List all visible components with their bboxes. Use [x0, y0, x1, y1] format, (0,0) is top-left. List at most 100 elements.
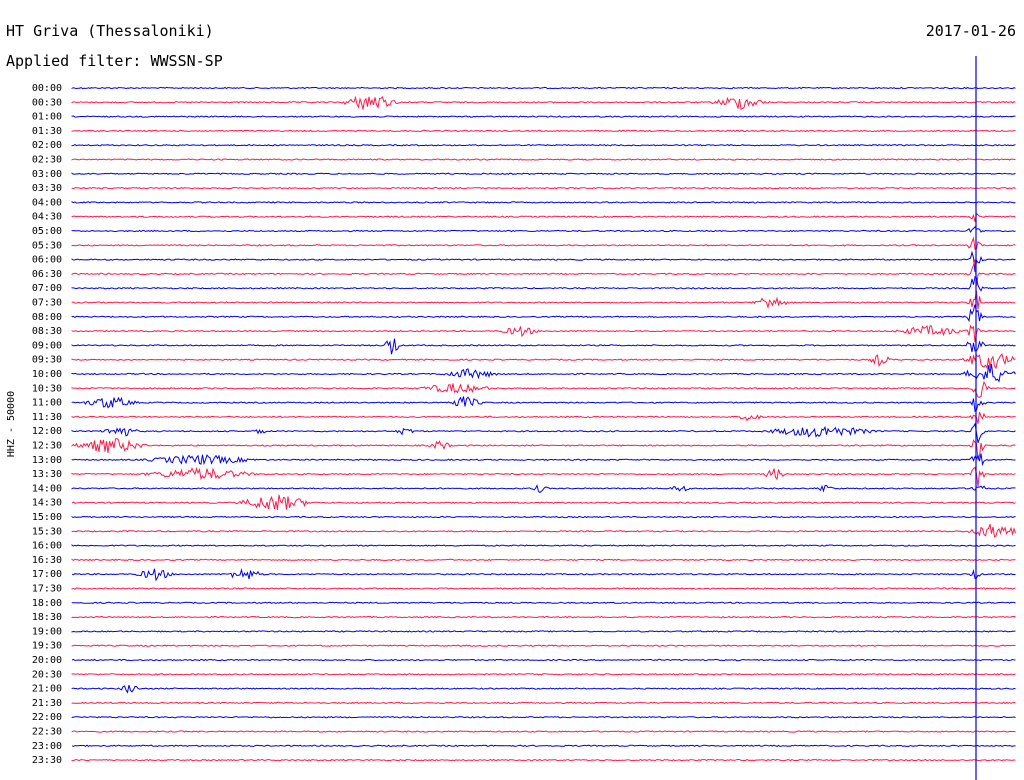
- trace-row: [71, 290, 1016, 310]
- time-tick-label: 16:30: [32, 555, 62, 566]
- trace-row: [71, 259, 1016, 286]
- trace-row: [71, 567, 1016, 582]
- seismic-traces: [71, 86, 1016, 762]
- time-tick-label: 14:00: [32, 483, 62, 494]
- trace-row: [71, 453, 1016, 467]
- time-tick-label: 02:00: [32, 140, 62, 151]
- trace-row: [71, 601, 1016, 605]
- time-tick-label: 20:30: [32, 669, 62, 680]
- time-tick-label: 13:00: [32, 455, 62, 466]
- time-tick-label: 15:00: [32, 512, 62, 523]
- trace-row: [71, 730, 1016, 733]
- time-tick-label: 02:30: [32, 155, 62, 166]
- time-tick-label: 10:30: [32, 383, 62, 394]
- trace-row: [71, 172, 1016, 176]
- time-tick-label: 04:00: [32, 197, 62, 208]
- time-tick-label: 08:00: [32, 312, 62, 323]
- time-tick-label: 00:30: [32, 97, 62, 108]
- time-tick-label: 03:30: [32, 183, 62, 194]
- time-tick-label: 22:30: [32, 727, 62, 738]
- time-tick-label: 18:30: [32, 612, 62, 623]
- time-tick-label: 07:00: [32, 283, 62, 294]
- time-tick-label: 06:30: [32, 269, 62, 280]
- time-tick-label: 06:00: [32, 255, 62, 266]
- trace-row: [71, 515, 1016, 519]
- trace-row: [71, 364, 1016, 383]
- trace-row: [71, 144, 1016, 147]
- trace-row: [71, 250, 1016, 273]
- trace-row: [71, 558, 1016, 562]
- trace-row: [71, 484, 1016, 494]
- trace-row: [71, 338, 1016, 355]
- trace-row: [71, 226, 1016, 234]
- time-tick-label: 21:00: [32, 684, 62, 695]
- trace-row: [71, 236, 1016, 250]
- time-tick-label: 15:30: [32, 526, 62, 537]
- trace-row: [71, 129, 1016, 133]
- trace-row: [71, 396, 1016, 413]
- trace-row: [71, 615, 1016, 619]
- trace-row: [71, 644, 1016, 647]
- time-tick-label: 12:00: [32, 426, 62, 437]
- time-tick-label: 11:30: [32, 412, 62, 423]
- trace-row: [71, 276, 1016, 292]
- time-tick-label: 16:00: [32, 541, 62, 552]
- trace-row: [71, 212, 1016, 222]
- trace-row: [71, 758, 1016, 762]
- trace-row: [71, 186, 1016, 190]
- time-tick-labels: 00:00 00:30 01:00 01:30 02:00 02:30 03:00 03:30…: [32, 83, 62, 766]
- time-tick-label: 09:00: [32, 340, 62, 351]
- trace-row: [71, 630, 1016, 633]
- time-tick-label: 23:00: [32, 741, 62, 752]
- time-tick-label: 20:00: [32, 655, 62, 666]
- trace-row: [71, 422, 1016, 443]
- y-axis-label: HHZ - 50000: [6, 391, 17, 457]
- time-tick-label: 03:00: [32, 169, 62, 180]
- trace-row: [71, 411, 1016, 424]
- trace-row: [71, 158, 1016, 161]
- trace-row: [71, 544, 1016, 547]
- date-label: 2017-01-26: [926, 22, 1016, 40]
- time-tick-label: 18:00: [32, 598, 62, 609]
- time-tick-label: 00:00: [32, 83, 62, 94]
- time-tick-label: 05:30: [32, 240, 62, 251]
- trace-row: [71, 380, 1016, 398]
- trace-row: [71, 715, 1016, 719]
- filter-label: Applied filter: WWSSN-SP: [6, 52, 223, 70]
- trace-row: [71, 353, 1016, 370]
- time-tick-label: 19:00: [32, 626, 62, 637]
- trace-row: [71, 684, 1016, 694]
- trace-row: [71, 523, 1016, 538]
- time-tick-label: 09:30: [32, 355, 62, 366]
- time-tick-label: 08:30: [32, 326, 62, 337]
- trace-row: [71, 673, 1016, 676]
- time-tick-label: 13:30: [32, 469, 62, 480]
- trace-row: [71, 201, 1016, 204]
- trace-row: [71, 324, 1016, 343]
- time-tick-label: 14:30: [32, 498, 62, 509]
- station-title: HT Griva (Thessaloniki): [6, 22, 214, 40]
- time-tick-label: 01:30: [32, 126, 62, 137]
- time-tick-label: 11:00: [32, 398, 62, 409]
- trace-row: [71, 304, 1016, 323]
- time-tick-label: 23:30: [32, 755, 62, 766]
- time-tick-label: 10:00: [32, 369, 62, 380]
- time-tick-label: 17:00: [32, 569, 62, 580]
- time-tick-label: 21:30: [32, 698, 62, 709]
- trace-row: [71, 86, 1016, 90]
- time-tick-label: 12:30: [32, 441, 62, 452]
- trace-row: [71, 438, 1016, 461]
- trace-row: [71, 587, 1016, 590]
- time-tick-label: 05:00: [32, 226, 62, 237]
- time-tick-label: 22:00: [32, 712, 62, 723]
- trace-row: [71, 115, 1016, 118]
- trace-row: [71, 466, 1016, 487]
- trace-row: [71, 658, 1016, 662]
- time-tick-label: 07:30: [32, 298, 62, 309]
- time-tick-label: 17:30: [32, 584, 62, 595]
- trace-row: [71, 494, 1016, 510]
- time-tick-label: 01:00: [32, 112, 62, 123]
- time-tick-label: 04:30: [32, 212, 62, 223]
- time-tick-label: 19:30: [32, 641, 62, 652]
